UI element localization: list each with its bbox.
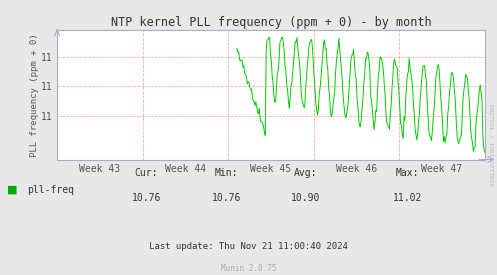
- Text: Max:: Max:: [396, 168, 419, 178]
- Text: 10.76: 10.76: [132, 193, 162, 203]
- Text: 10.76: 10.76: [211, 193, 241, 203]
- Title: NTP kernel PLL frequency (ppm + 0) - by month: NTP kernel PLL frequency (ppm + 0) - by …: [110, 16, 431, 29]
- Text: 11.02: 11.02: [393, 193, 422, 203]
- Y-axis label: PLL frequency (ppm + 0): PLL frequency (ppm + 0): [30, 33, 39, 157]
- Text: Cur:: Cur:: [135, 168, 159, 178]
- Text: Avg:: Avg:: [294, 168, 318, 178]
- Text: Min:: Min:: [214, 168, 238, 178]
- Text: Munin 2.0.75: Munin 2.0.75: [221, 265, 276, 273]
- Text: pll-freq: pll-freq: [27, 185, 75, 195]
- Text: ■: ■: [7, 185, 18, 195]
- Text: RRDTOOL / TOBI OETIKER: RRDTOOL / TOBI OETIKER: [489, 104, 494, 187]
- Text: Last update: Thu Nov 21 11:00:40 2024: Last update: Thu Nov 21 11:00:40 2024: [149, 242, 348, 251]
- Text: 10.90: 10.90: [291, 193, 321, 203]
